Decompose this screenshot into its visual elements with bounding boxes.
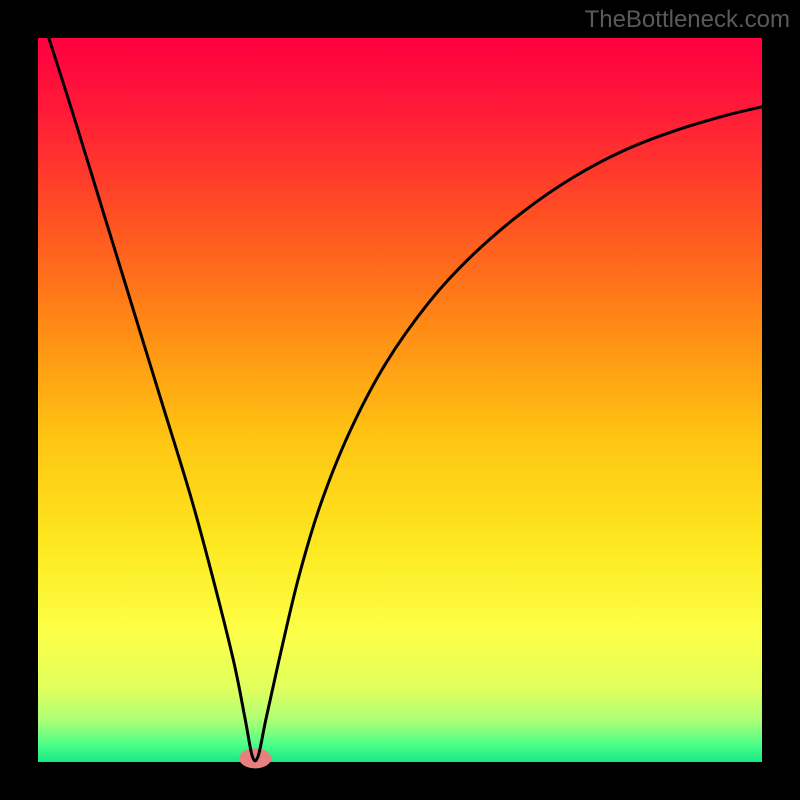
- bottleneck-chart: [0, 0, 800, 800]
- minimum-marker: [239, 748, 271, 768]
- chart-plot-area: [38, 38, 762, 762]
- chart-container: TheBottleneck.com: [0, 0, 800, 800]
- watermark-text: TheBottleneck.com: [585, 6, 790, 34]
